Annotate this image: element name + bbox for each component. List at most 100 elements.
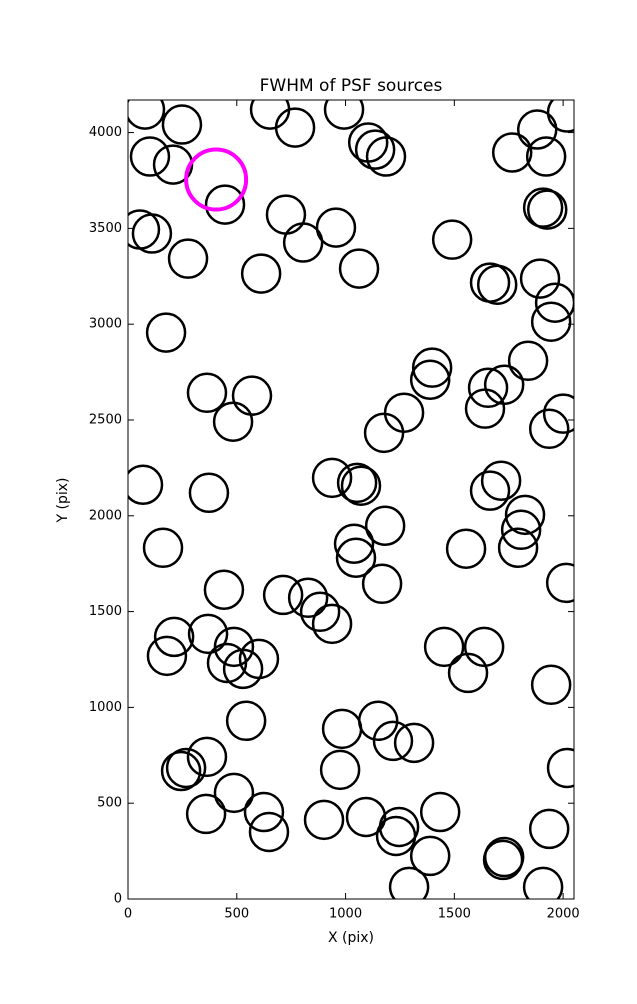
x-tick-label: 0: [124, 907, 132, 922]
psf-source: [323, 100, 365, 130]
y-tick-label: 2000: [89, 508, 122, 523]
plot-area: [128, 100, 574, 899]
y-tick-label: 3000: [89, 317, 122, 332]
psf-source: [545, 562, 574, 604]
psf-source: [187, 613, 229, 655]
psf-source: [497, 527, 539, 569]
psf-source: [213, 772, 255, 814]
psf-source: [522, 187, 564, 228]
psf-source: [262, 574, 304, 616]
psf-source: [240, 253, 282, 294]
y-tick-label: 1000: [89, 700, 122, 715]
psf-source: [507, 340, 549, 382]
y-tick-label: 3500: [89, 221, 122, 236]
psf-source: [186, 372, 228, 414]
psf-source: [340, 465, 382, 506]
psf-source: [165, 747, 207, 789]
psf-source: [423, 626, 465, 668]
psf-source: [185, 793, 227, 835]
psf-source: [129, 136, 171, 177]
psf-source: [335, 537, 377, 578]
psf-source: [530, 301, 572, 342]
psf-source: [463, 626, 505, 668]
psf-source: [522, 866, 564, 899]
psf-source: [476, 264, 518, 305]
psf-source: [525, 136, 567, 177]
psf-source: [528, 808, 570, 850]
psf-source: [160, 750, 202, 792]
psf-source: [526, 189, 568, 230]
psf-source: [336, 462, 378, 504]
psf-source: [409, 359, 451, 400]
x-tick-label: 500: [224, 907, 249, 922]
psf-source: [500, 509, 542, 551]
y-axis-label: Y (pix): [55, 478, 71, 524]
psf-source: [409, 835, 451, 877]
chart-title: FWHM of PSF sources: [260, 76, 443, 96]
psf-source: [128, 464, 164, 505]
psf-source: [212, 401, 254, 442]
psf-source: [248, 811, 290, 853]
psf-source: [363, 412, 405, 454]
psf-source: [372, 720, 414, 762]
psf-source: [411, 347, 453, 388]
psf-source: [530, 664, 572, 706]
psf-source: [516, 109, 558, 150]
psf-source: [319, 749, 361, 791]
y-tick-label: 1500: [89, 604, 122, 619]
psf-source: [311, 457, 353, 499]
psf-source: [519, 258, 561, 299]
psf-source: [188, 472, 230, 514]
psf-source: [491, 132, 533, 173]
psf-source: [447, 652, 489, 694]
y-tick-label: 2500: [89, 412, 122, 427]
psf-source: [131, 213, 173, 254]
psf-source: [153, 616, 195, 658]
psf-source: [204, 184, 246, 225]
psf-source: [333, 523, 375, 565]
psf-source: [287, 577, 329, 619]
psf-source: [345, 796, 387, 838]
psf-source: [338, 248, 380, 289]
psf-source: [542, 393, 574, 434]
psf-source: [388, 866, 430, 899]
psf-source: [315, 207, 357, 248]
psf-source: [393, 722, 435, 764]
psf-source: [206, 642, 248, 684]
psf-source: [419, 791, 461, 833]
x-axis-label: X (pix): [328, 930, 374, 946]
psf-source: [464, 388, 506, 429]
psf-source: [467, 367, 509, 409]
y-tick-label: 0: [114, 892, 122, 907]
y-tick-label: 500: [97, 796, 122, 811]
psf-source: [225, 700, 267, 742]
psf-source: [480, 460, 522, 501]
psf-source: [365, 136, 407, 177]
psf-source: [161, 104, 203, 145]
psf-source: [222, 648, 264, 690]
psf-source: [282, 222, 324, 263]
psf-source: [504, 494, 546, 536]
psf-source: [128, 100, 166, 130]
psf-source: [445, 528, 487, 569]
psf-source: [431, 219, 473, 260]
psf-source: [361, 563, 403, 605]
psf-source: [482, 839, 524, 881]
psf-source: [364, 505, 406, 547]
psf-source: [203, 569, 245, 610]
psf-source: [311, 603, 353, 645]
psf-source: [534, 282, 574, 323]
highlighted-source: [184, 147, 249, 212]
x-tick-label: 2000: [547, 907, 580, 922]
psf-source: [546, 747, 574, 789]
psf-source: [354, 129, 396, 170]
psf-source: [274, 107, 316, 148]
psf-source: [243, 791, 285, 833]
plot-frame: [127, 99, 575, 900]
psf-source: [375, 815, 417, 857]
y-tick-label: 4000: [89, 125, 122, 140]
psf-source: [357, 700, 399, 742]
psf-source: [145, 312, 187, 353]
